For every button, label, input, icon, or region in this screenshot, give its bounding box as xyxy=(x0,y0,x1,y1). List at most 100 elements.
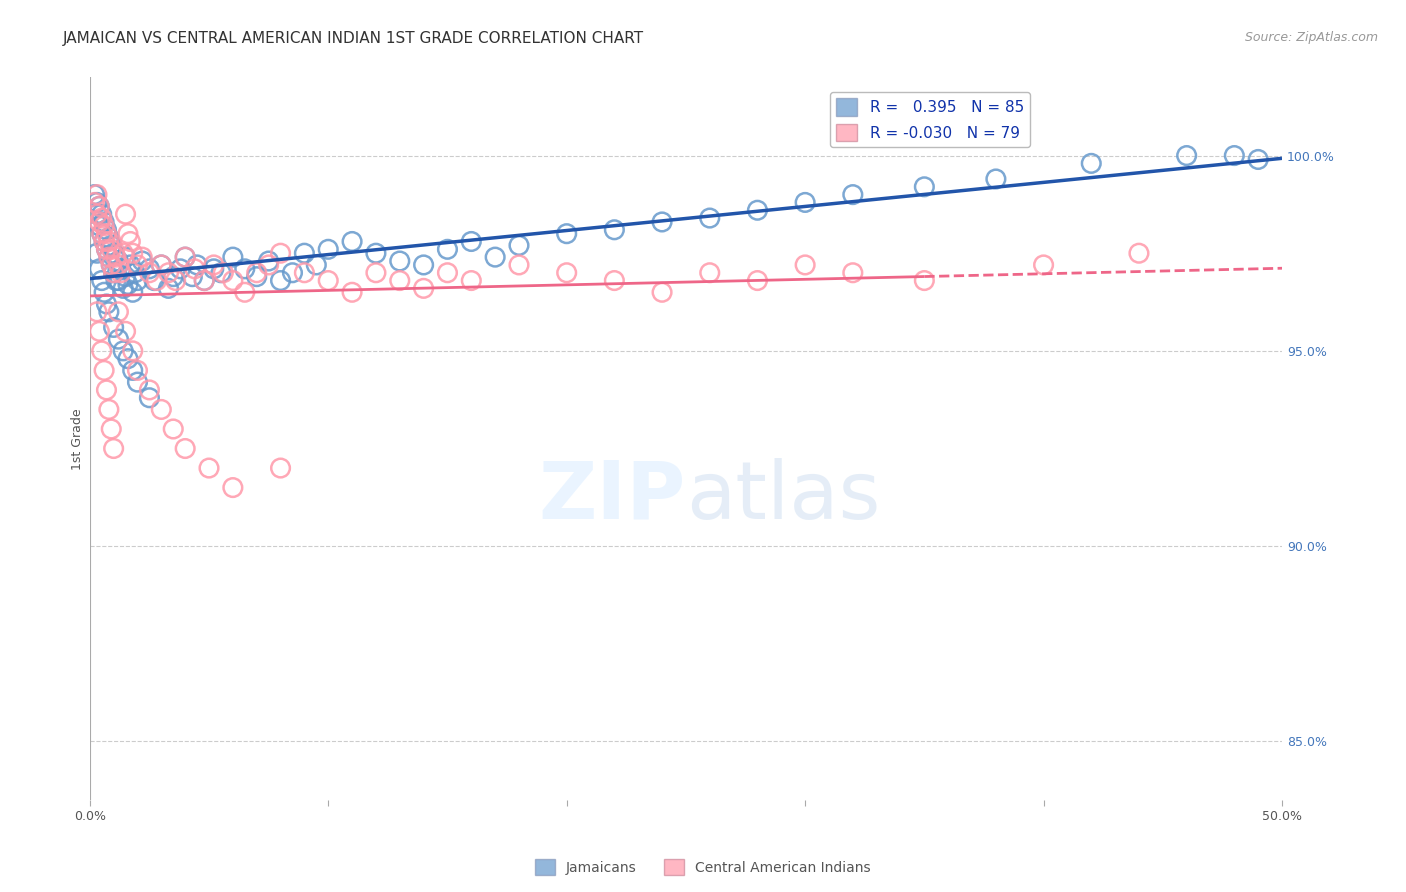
Text: Source: ZipAtlas.com: Source: ZipAtlas.com xyxy=(1244,31,1378,45)
Point xyxy=(93,285,115,300)
Point xyxy=(222,250,245,264)
Point xyxy=(1080,156,1102,170)
Point xyxy=(222,481,245,495)
Point xyxy=(364,246,387,260)
Point xyxy=(93,235,115,249)
Point xyxy=(794,195,817,210)
Point xyxy=(388,254,411,268)
Point xyxy=(121,285,143,300)
Point xyxy=(555,266,578,280)
Point xyxy=(96,242,118,256)
Point xyxy=(270,274,292,288)
Text: ZIP: ZIP xyxy=(538,458,686,535)
Point xyxy=(555,227,578,241)
Point xyxy=(169,261,191,276)
Point xyxy=(508,238,530,252)
Point xyxy=(117,351,139,366)
Point xyxy=(165,274,187,288)
Point xyxy=(436,242,458,256)
Point xyxy=(121,363,143,377)
Point xyxy=(107,254,129,268)
Point xyxy=(100,258,122,272)
Point xyxy=(1032,258,1054,272)
Point xyxy=(127,375,149,389)
Point xyxy=(257,254,280,268)
Point xyxy=(292,266,315,280)
Point xyxy=(107,305,129,319)
Point xyxy=(316,242,339,256)
Point xyxy=(174,250,197,264)
Point xyxy=(105,250,128,264)
Point xyxy=(93,215,115,229)
Point xyxy=(984,172,1007,186)
Point xyxy=(93,219,115,233)
Point xyxy=(114,250,136,264)
Point xyxy=(651,285,673,300)
Point xyxy=(96,227,118,241)
Point xyxy=(112,343,135,358)
Point xyxy=(86,305,108,319)
Point xyxy=(412,281,434,295)
Point xyxy=(89,199,111,213)
Point xyxy=(174,442,197,456)
Point xyxy=(120,258,142,272)
Point xyxy=(316,274,339,288)
Point xyxy=(107,332,129,346)
Point xyxy=(233,285,256,300)
Point xyxy=(90,274,112,288)
Point xyxy=(90,343,112,358)
Point xyxy=(181,269,204,284)
Point xyxy=(340,235,363,249)
Point xyxy=(193,274,215,288)
Point xyxy=(107,258,129,272)
Point xyxy=(1247,153,1270,167)
Point xyxy=(100,238,122,252)
Point xyxy=(86,195,108,210)
Point xyxy=(114,324,136,338)
Point xyxy=(364,266,387,280)
Point xyxy=(747,203,769,218)
Point xyxy=(86,207,108,221)
Point xyxy=(112,246,135,260)
Point xyxy=(120,235,142,249)
Point xyxy=(150,258,173,272)
Point xyxy=(86,246,108,260)
Point xyxy=(89,199,111,213)
Point xyxy=(157,266,180,280)
Point xyxy=(246,266,269,280)
Point xyxy=(107,274,129,288)
Point xyxy=(138,391,160,405)
Point xyxy=(86,207,108,221)
Point xyxy=(127,274,149,288)
Point xyxy=(145,274,167,288)
Point xyxy=(100,258,122,272)
Point xyxy=(90,207,112,221)
Point xyxy=(93,363,115,377)
Point xyxy=(842,266,865,280)
Point xyxy=(90,227,112,241)
Point xyxy=(1175,148,1198,162)
Point xyxy=(89,324,111,338)
Point xyxy=(842,187,865,202)
Point xyxy=(110,266,132,280)
Point xyxy=(114,269,136,284)
Point xyxy=(246,269,269,284)
Point xyxy=(103,266,125,280)
Point xyxy=(912,179,935,194)
Point xyxy=(212,266,235,280)
Point xyxy=(90,211,112,225)
Point xyxy=(110,261,132,276)
Legend: R =   0.395   N = 85, R = -0.030   N = 79: R = 0.395 N = 85, R = -0.030 N = 79 xyxy=(830,92,1031,147)
Text: JAMAICAN VS CENTRAL AMERICAN INDIAN 1ST GRADE CORRELATION CHART: JAMAICAN VS CENTRAL AMERICAN INDIAN 1ST … xyxy=(63,31,644,46)
Point xyxy=(174,250,197,264)
Point xyxy=(117,227,139,241)
Point xyxy=(100,422,122,436)
Point xyxy=(233,261,256,276)
Point xyxy=(83,187,105,202)
Point xyxy=(96,297,118,311)
Point xyxy=(100,242,122,256)
Point xyxy=(89,215,111,229)
Point xyxy=(83,195,105,210)
Point xyxy=(103,246,125,260)
Point xyxy=(912,274,935,288)
